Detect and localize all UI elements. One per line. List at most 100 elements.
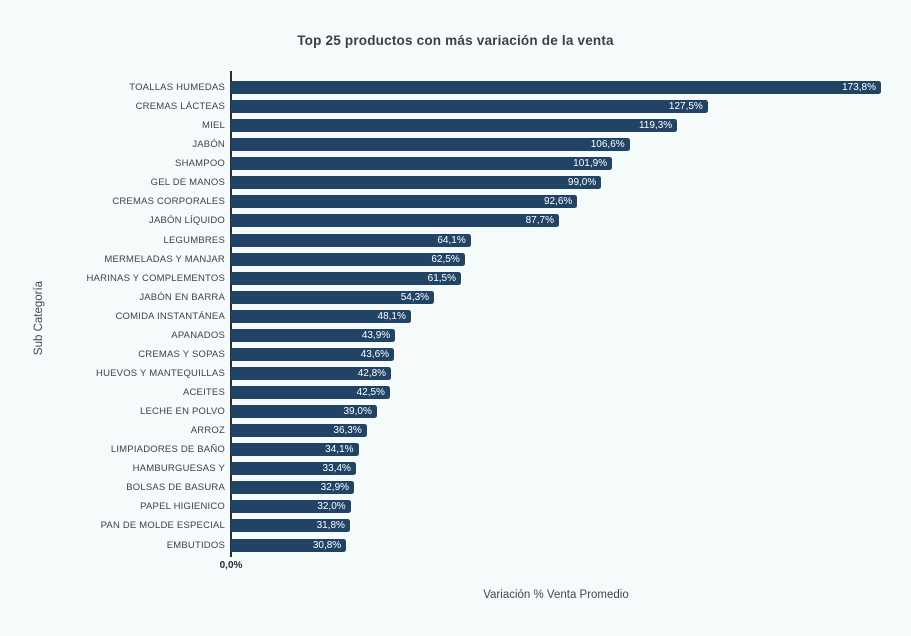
- bar-chart-rows: TOALLAS HUMEDAS 173,8% CREMAS LÁCTEAS 127,5…: [0, 78, 911, 555]
- bar: 92,6%: [231, 195, 578, 209]
- category-label: ACEITES: [182, 387, 225, 399]
- bar-row: CREMAS Y SOPAS 43,6%: [0, 345, 911, 364]
- bar: 173,8%: [231, 81, 881, 95]
- value-label: 30,8%: [312, 539, 342, 551]
- value-label: 173,8%: [842, 82, 876, 94]
- value-label: 31,8%: [316, 520, 345, 532]
- value-label: 119,3%: [638, 120, 673, 132]
- bar: 42,5%: [231, 386, 390, 400]
- bar: 87,7%: [231, 214, 559, 228]
- category-label: HARINAS Y COMPLEMENTOS: [86, 272, 225, 284]
- bar: 33,4%: [231, 462, 356, 476]
- bar: 48,1%: [231, 309, 411, 323]
- value-label: 33,4%: [322, 463, 351, 475]
- value-label: 92,6%: [543, 196, 573, 208]
- value-label: 106,6%: [590, 139, 625, 151]
- bar-row: BOLSAS DE BASURA 32,9%: [0, 478, 911, 497]
- bar-row: LECHE EN POLVO 39,0%: [0, 402, 911, 421]
- value-label: 87,7%: [525, 215, 554, 227]
- value-label: 62,5%: [431, 253, 460, 265]
- category-label: CREMAS LÁCTEAS: [135, 101, 225, 113]
- bar-row: MERMELADAS Y MANJAR 62,5%: [0, 250, 911, 269]
- x-axis-title: Variación % Venta Promedio: [483, 589, 629, 601]
- bar: 36,3%: [231, 424, 367, 438]
- bar: 101,9%: [231, 157, 613, 171]
- category-label: PAPEL HIGIENICO: [140, 501, 225, 513]
- bar: 62,5%: [231, 252, 465, 266]
- bar-row: COMIDA INSTANTÁNEA 48,1%: [0, 307, 911, 326]
- value-label: 54,3%: [400, 291, 430, 303]
- category-label: GEL DE MANOS: [150, 177, 225, 189]
- value-label: 42,8%: [357, 367, 387, 379]
- bar-row: HAMBURGUESAS Y 33,4%: [0, 459, 911, 478]
- bar-row: LEGUMBRES 64,1%: [0, 231, 911, 250]
- value-label: 43,9%: [361, 329, 391, 341]
- bar: 54,3%: [231, 290, 435, 304]
- bar-row: PAPEL HIGIENICO 32,0%: [0, 497, 911, 516]
- value-label: 48,1%: [377, 310, 406, 322]
- bar-row: GEL DE MANOS 99,0%: [0, 173, 911, 192]
- category-label: COMIDA INSTANTÁNEA: [115, 310, 225, 322]
- bar-row: MIEL 119,3%: [0, 116, 911, 135]
- value-label: 34,1%: [325, 444, 354, 456]
- category-label: JABÓN EN BARRA: [139, 291, 225, 303]
- bar-row: HUEVOS Y MANTEQUILLAS 42,8%: [0, 364, 911, 383]
- bar: 30,8%: [231, 538, 347, 552]
- bar: 32,9%: [231, 481, 355, 495]
- category-label: TOALLAS HUMEDAS: [129, 82, 225, 94]
- bar-row: CREMAS CORPORALES 92,6%: [0, 192, 911, 211]
- bar-row: PAN DE MOLDE ESPECIAL 31,8%: [0, 516, 911, 535]
- bar-row: JABÓN 106,6%: [0, 135, 911, 154]
- bar: 43,6%: [231, 347, 395, 361]
- bar-row: ACEITES 42,5%: [0, 383, 911, 402]
- y-axis-line: [230, 71, 232, 557]
- category-label: PAN DE MOLDE ESPECIAL: [100, 520, 225, 532]
- bar: 64,1%: [231, 233, 471, 247]
- bar: 127,5%: [231, 100, 708, 114]
- bar: 119,3%: [231, 119, 678, 133]
- category-label: HAMBURGUESAS Y: [132, 463, 225, 475]
- value-label: 43,6%: [360, 348, 390, 360]
- value-label: 127,5%: [668, 101, 703, 113]
- bar: 32,0%: [231, 500, 351, 514]
- category-label: APANADOS: [171, 329, 225, 341]
- category-label: ARROZ: [190, 425, 225, 437]
- x-axis-tick-label: 0,0%: [219, 560, 243, 571]
- bar: 31,8%: [231, 519, 350, 533]
- bar-row: LIMPIADORES DE BAÑO 34,1%: [0, 440, 911, 459]
- value-label: 61,5%: [427, 272, 456, 284]
- bar: 43,9%: [231, 328, 396, 342]
- bar-row: SHAMPOO 101,9%: [0, 154, 911, 173]
- bar: 39,0%: [231, 405, 377, 419]
- category-label: JABÓN: [192, 139, 225, 151]
- chart-title: Top 25 productos con más variación de la…: [297, 33, 614, 48]
- bar-row: JABÓN LÍQUIDO 87,7%: [0, 211, 911, 230]
- category-label: MIEL: [202, 120, 225, 132]
- bar: 99,0%: [231, 176, 602, 190]
- value-label: 36,3%: [333, 425, 362, 437]
- bar-row: TOALLAS HUMEDAS 173,8%: [0, 78, 911, 97]
- category-label: LIMPIADORES DE BAÑO: [110, 444, 225, 456]
- value-label: 42,5%: [356, 387, 385, 399]
- category-label: CREMAS Y SOPAS: [138, 348, 225, 360]
- bar-row: JABÓN EN BARRA 54,3%: [0, 288, 911, 307]
- category-label: CREMAS CORPORALES: [112, 196, 225, 208]
- category-label: EMBUTIDOS: [166, 539, 225, 551]
- category-label: MERMELADAS Y MANJAR: [104, 253, 225, 265]
- category-label: SHAMPOO: [175, 158, 225, 170]
- bar: 34,1%: [231, 443, 359, 457]
- bar-row: CREMAS LÁCTEAS 127,5%: [0, 97, 911, 116]
- category-label: JABÓN LÍQUIDO: [149, 215, 225, 227]
- category-label: LECHE EN POLVO: [140, 406, 225, 418]
- category-label: LEGUMBRES: [163, 234, 225, 246]
- bar-row: ARROZ 36,3%: [0, 421, 911, 440]
- bar: 42,8%: [231, 366, 392, 380]
- value-label: 64,1%: [437, 234, 466, 246]
- bar-row: APANADOS 43,9%: [0, 326, 911, 345]
- value-label: 99,0%: [567, 177, 597, 189]
- bar-row: HARINAS Y COMPLEMENTOS 61,5%: [0, 269, 911, 288]
- value-label: 32,9%: [320, 482, 350, 494]
- category-label: BOLSAS DE BASURA: [126, 482, 225, 494]
- value-label: 101,9%: [573, 158, 608, 170]
